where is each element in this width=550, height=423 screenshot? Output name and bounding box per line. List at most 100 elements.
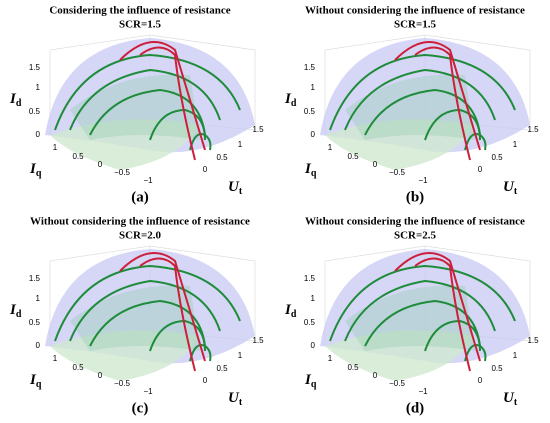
axis-label: Ut	[503, 179, 518, 197]
green-curve	[344, 279, 496, 342]
id-tick: 0.5	[304, 318, 316, 327]
green-curve	[424, 319, 481, 352]
iq-tick: 0.5	[72, 363, 84, 372]
axis-label: Id	[284, 302, 297, 320]
panel-subtitle: SCR=1.5	[394, 19, 437, 31]
panel-label: (a)	[131, 189, 149, 205]
axis-symbol: U	[228, 390, 240, 406]
ut-tick: 0.5	[491, 364, 503, 373]
ut-tick: 0.5	[216, 364, 228, 373]
axis-label: Iq	[29, 372, 42, 390]
axis-symbol: I	[29, 372, 37, 388]
axis-label: Ut	[228, 390, 243, 408]
iq-tick: 1	[328, 354, 333, 363]
ut-tick: 1	[238, 351, 243, 360]
iq-tick: −0.5	[114, 168, 130, 177]
axis-symbol: I	[9, 91, 17, 107]
ut-tick: 1.5	[527, 125, 539, 134]
id-tick: 0.5	[29, 107, 41, 116]
green-curve	[149, 108, 206, 141]
ut-tick: 0	[478, 376, 483, 385]
axis-subscript: t	[239, 397, 243, 408]
id-tick: 1	[36, 83, 41, 92]
iq-tick: 0.5	[347, 152, 359, 161]
axis-subscript: t	[514, 397, 518, 408]
axis-subscript: d	[16, 309, 22, 320]
axis-symbol: I	[304, 161, 312, 177]
panel-title: Without considering the influence of res…	[305, 216, 525, 228]
red-curve	[119, 252, 206, 362]
green-curve	[189, 344, 212, 362]
panel-subtitle: SCR=1.5	[119, 19, 162, 31]
red-curve	[414, 46, 471, 161]
ut-tick: 0	[478, 165, 483, 174]
iq-tick: −1	[418, 387, 428, 396]
red-curve	[139, 257, 196, 372]
panel-label: (c)	[132, 400, 149, 416]
ut-tick: 1.5	[527, 336, 539, 345]
axis-subscript: t	[514, 186, 518, 197]
axis-label: Id	[284, 91, 297, 109]
panel-title: Considering the influence of resistance	[49, 5, 230, 17]
green-curve	[329, 53, 516, 131]
iq-tick: 0.5	[347, 363, 359, 372]
id-tick: 1.5	[29, 63, 41, 72]
green-curve	[89, 299, 206, 347]
ut-tick: 1	[513, 140, 518, 149]
panel: Without considering the influence of res…	[284, 5, 539, 206]
red-curve	[414, 257, 471, 372]
iq-tick: 0.5	[72, 152, 84, 161]
iq-tick: −0.5	[114, 379, 130, 388]
id-tick: 0	[311, 130, 316, 139]
axis-symbol: U	[228, 179, 240, 195]
axis-subscript: q	[311, 379, 317, 390]
axis-label: Iq	[304, 161, 317, 179]
panel-title: Without considering the influence of res…	[305, 5, 525, 17]
id-tick: 0	[311, 341, 316, 350]
green-curve	[364, 299, 481, 347]
red-curve	[394, 41, 481, 151]
iq-tick: 0	[373, 160, 378, 169]
axis-symbol: U	[503, 179, 515, 195]
ut-tick: 1.5	[252, 125, 264, 134]
panel: Considering the influence of resistance S…	[9, 5, 264, 206]
green-curve	[464, 133, 487, 151]
ut-tick: 0.5	[216, 153, 228, 162]
id-tick: 0.5	[304, 107, 316, 116]
red-curve	[119, 41, 206, 151]
axis-label: Id	[9, 91, 22, 109]
axis-symbol: I	[284, 91, 292, 107]
iq-tick: −0.5	[389, 379, 405, 388]
axis-label: Id	[9, 302, 22, 320]
id-tick: 1	[311, 83, 316, 92]
green-curve	[69, 279, 221, 342]
id-tick: 0.5	[29, 318, 41, 327]
id-tick: 1.5	[304, 274, 316, 283]
iq-tick: −1	[418, 176, 428, 185]
panel-subtitle: SCR=2.5	[394, 230, 437, 242]
axis-symbol: I	[304, 372, 312, 388]
ut-tick: 1.5	[252, 336, 264, 345]
id-tick: 0	[36, 341, 41, 350]
panel-subtitle: SCR=2.0	[119, 230, 162, 242]
panel: Without considering the influence of res…	[9, 216, 264, 417]
iq-tick: 1	[53, 143, 58, 152]
iq-tick: −1	[143, 176, 153, 185]
axis-symbol: I	[284, 302, 292, 318]
ut-tick: 0	[203, 376, 208, 385]
axis-label: Iq	[29, 161, 42, 179]
green-curve	[364, 88, 481, 136]
axis-symbol: I	[9, 302, 17, 318]
iq-tick: 0	[98, 160, 103, 169]
id-tick: 1	[311, 294, 316, 303]
id-tick: 0	[36, 130, 41, 139]
panel-label: (d)	[406, 400, 424, 416]
axis-subscript: q	[311, 168, 317, 179]
green-curve	[69, 68, 221, 131]
id-tick: 1.5	[29, 274, 41, 283]
panel: Without considering the influence of res…	[284, 216, 539, 417]
axis-subscript: d	[291, 98, 297, 109]
green-curve	[464, 344, 487, 362]
id-tick: 1	[36, 294, 41, 303]
